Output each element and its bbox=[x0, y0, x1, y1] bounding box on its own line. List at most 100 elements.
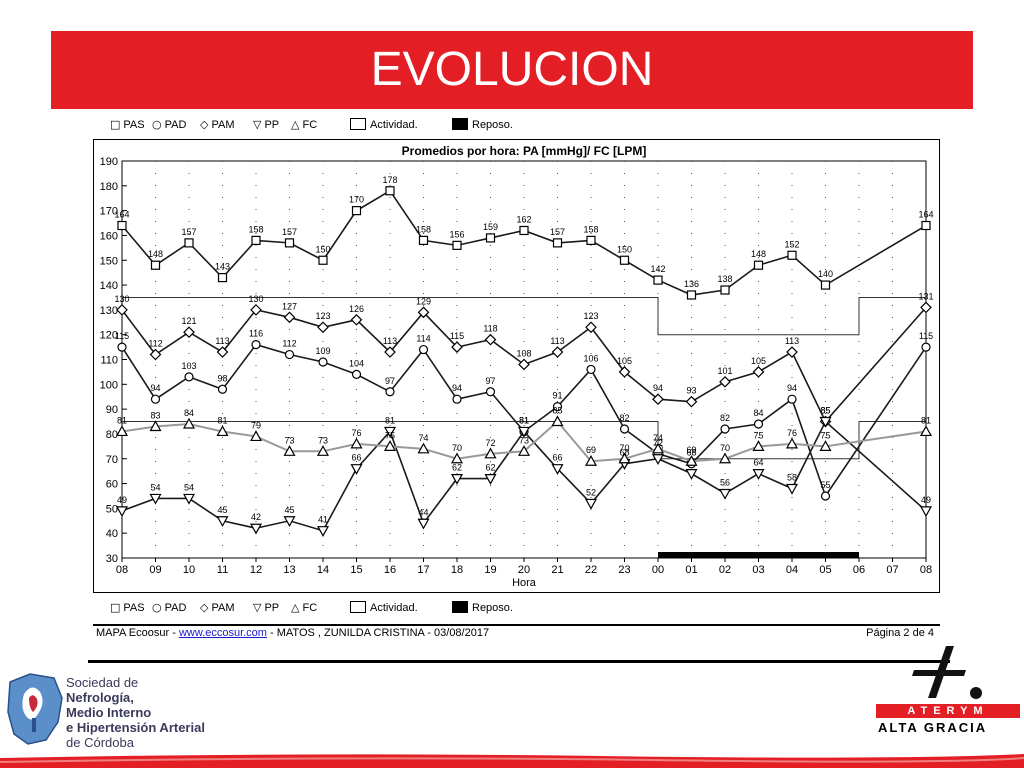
x-axis-label: Hora bbox=[512, 577, 537, 589]
point-pas bbox=[284, 238, 295, 248]
data-label-pam: 94 bbox=[653, 383, 663, 393]
legend-top-pas-label: PAS bbox=[123, 119, 145, 131]
legend-top-item-pp: ▽ PP bbox=[253, 118, 279, 131]
data-label-fc: 81 bbox=[117, 415, 127, 425]
data-label-fc: 73 bbox=[318, 435, 328, 445]
data-label-pas: 140 bbox=[818, 269, 833, 279]
y-tick-label: 110 bbox=[100, 355, 118, 367]
data-label-pam: 101 bbox=[717, 366, 732, 376]
society-name: Sociedad de Nefrología, Medio Interno e … bbox=[66, 675, 205, 750]
point-pas bbox=[686, 290, 697, 300]
point-pp bbox=[216, 516, 229, 528]
data-label-pas: 158 bbox=[416, 224, 431, 234]
point-pam bbox=[920, 301, 932, 314]
data-label-pp: 45 bbox=[217, 505, 227, 515]
point-pp bbox=[383, 426, 397, 438]
y-tick-label: 40 bbox=[106, 528, 118, 540]
data-label-pp: 54 bbox=[150, 482, 160, 492]
data-label-pas: 157 bbox=[282, 227, 297, 237]
data-label-pad: 97 bbox=[485, 376, 495, 386]
x-tick-label: 11 bbox=[217, 564, 228, 576]
y-tick-label: 100 bbox=[100, 379, 118, 391]
society-logo-icon bbox=[7, 673, 63, 745]
brand-name: ATERYM bbox=[876, 704, 1020, 718]
legend-top-item-rest: Reposo. bbox=[452, 118, 513, 131]
data-label-pad: 82 bbox=[619, 413, 629, 423]
data-label-fc: 75 bbox=[820, 430, 830, 440]
data-label-pam: 113 bbox=[215, 336, 229, 346]
data-label-pam: 113 bbox=[785, 336, 799, 346]
data-label-pp: 64 bbox=[753, 458, 763, 468]
point-pp bbox=[752, 469, 765, 480]
data-label-fc: 76 bbox=[351, 428, 361, 438]
data-label-pad: 94 bbox=[787, 383, 797, 393]
data-label-pad: 94 bbox=[150, 383, 160, 393]
threshold-upper-line bbox=[122, 296, 926, 336]
data-label-pad: 106 bbox=[583, 353, 598, 363]
legend-top-pas-marker-icon: □ bbox=[110, 118, 121, 131]
y-tick-label: 160 bbox=[100, 230, 118, 242]
point-pas bbox=[251, 235, 261, 246]
data-label-pp: 62 bbox=[485, 463, 495, 473]
point-pp bbox=[450, 474, 464, 485]
data-label-fc: 81 bbox=[921, 415, 931, 425]
data-label-pp: 66 bbox=[552, 453, 562, 463]
point-pas bbox=[586, 235, 596, 246]
data-label-pp: 45 bbox=[284, 505, 294, 515]
legend-top-pam-label: PAM bbox=[211, 119, 235, 131]
x-tick-label: 20 bbox=[518, 564, 530, 576]
legend-bottom-activity-label: Actividad. bbox=[370, 602, 418, 614]
point-fc bbox=[919, 425, 933, 437]
point-pad bbox=[619, 424, 630, 434]
footer-prefix: MAPA Ecoosur - bbox=[96, 627, 179, 639]
legend-top-item-activity: Actividad. bbox=[350, 118, 418, 131]
legend-bottom-pas-label: PAS bbox=[123, 602, 145, 614]
aterym-logo-icon bbox=[912, 646, 982, 699]
data-label-pas: 170 bbox=[349, 195, 364, 205]
x-tick-label: 08 bbox=[920, 564, 932, 576]
point-pp bbox=[350, 464, 363, 475]
point-pp bbox=[283, 516, 296, 528]
data-label-pam: 93 bbox=[686, 386, 696, 396]
point-pas bbox=[720, 285, 730, 295]
data-label-pas: 158 bbox=[248, 224, 263, 234]
point-pam bbox=[149, 348, 162, 361]
data-label-pam: 130 bbox=[248, 294, 263, 304]
data-label-pas: 164 bbox=[918, 210, 933, 220]
point-pas bbox=[485, 233, 496, 243]
legend-top-pp-marker-icon: ▽ bbox=[253, 118, 262, 131]
data-label-pad: 55 bbox=[820, 480, 830, 490]
point-pad bbox=[452, 394, 462, 404]
x-tick-label: 02 bbox=[719, 564, 731, 576]
data-label-pas: 148 bbox=[751, 249, 766, 259]
data-label-pas: 150 bbox=[617, 244, 632, 254]
legend-top-rest-label: Reposo. bbox=[472, 119, 513, 131]
data-label-pam: 118 bbox=[483, 324, 497, 334]
point-pp bbox=[819, 416, 832, 428]
x-tick-label: 08 bbox=[116, 564, 128, 576]
point-pad bbox=[787, 394, 797, 404]
point-fc bbox=[517, 445, 531, 456]
footer-link[interactable]: www.eccosur.com bbox=[178, 627, 267, 639]
legend-bottom-activity-swatch-icon bbox=[350, 601, 366, 613]
footer-suffix: - MATOS , ZUNILDA CRISTINA - 03/08/2017 bbox=[266, 627, 490, 639]
point-pad bbox=[552, 402, 563, 412]
point-pad bbox=[820, 491, 831, 501]
point-pas bbox=[552, 238, 563, 248]
x-tick-label: 03 bbox=[752, 564, 764, 576]
footer-left: MAPA Ecoosur - www.eccosur.com - MATOS ,… bbox=[96, 627, 489, 639]
point-pas bbox=[653, 275, 663, 285]
point-pam bbox=[786, 346, 798, 358]
point-pam bbox=[551, 346, 564, 358]
x-tick-label: 15 bbox=[350, 564, 362, 576]
legend-top-activity-label: Actividad. bbox=[370, 119, 418, 131]
x-tick-label: 05 bbox=[819, 564, 831, 576]
point-pad bbox=[753, 419, 764, 429]
y-tick-label: 60 bbox=[106, 479, 118, 491]
point-pad bbox=[251, 340, 261, 350]
legend-top-item-pad: ○ PAD bbox=[152, 118, 186, 131]
data-label-pas: 152 bbox=[784, 239, 799, 249]
point-pam bbox=[752, 366, 765, 378]
data-label-pam: 130 bbox=[114, 294, 129, 304]
point-fc bbox=[350, 437, 363, 449]
